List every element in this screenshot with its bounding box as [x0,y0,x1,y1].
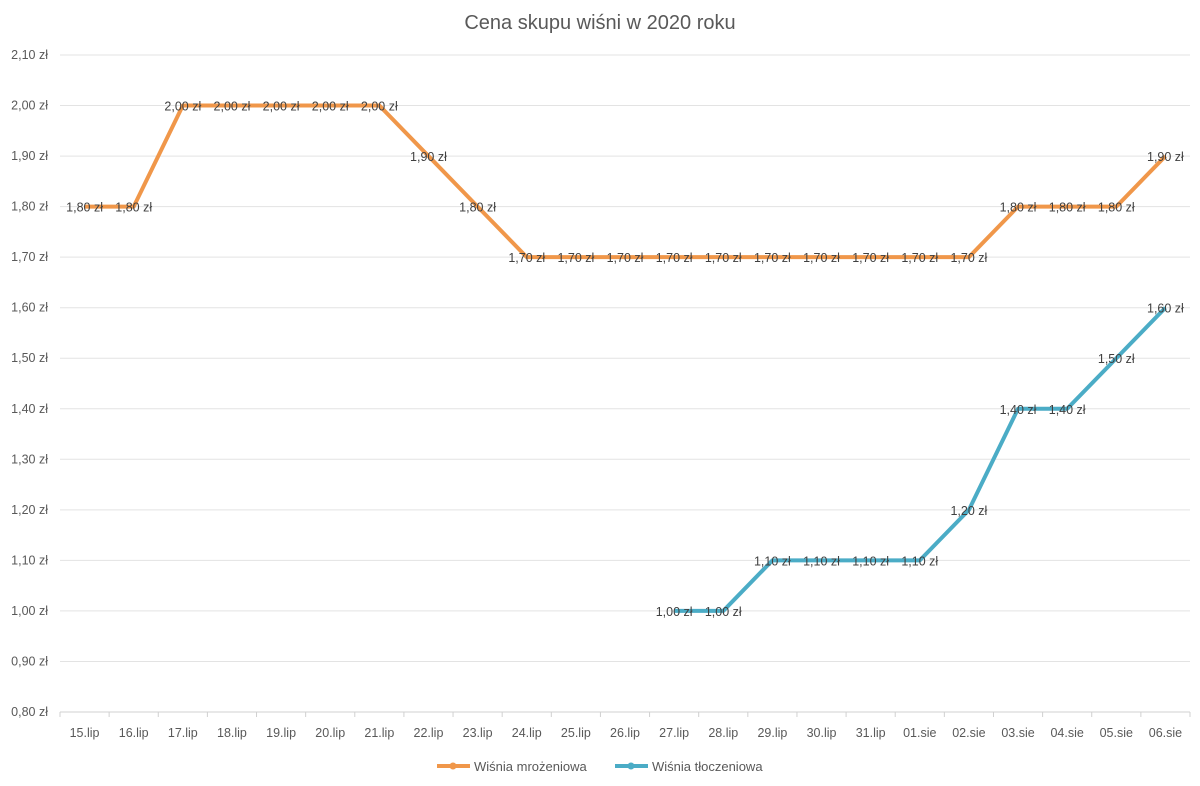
data-label: 1,70 zł [508,251,545,265]
y-tick-label: 1,10 zł [11,553,48,567]
x-tick-label: 31.lip [856,726,886,740]
x-tick-label: 01.sie [903,726,936,740]
data-label: 1,00 zł [656,605,693,619]
y-tick-label: 1,20 zł [11,503,48,517]
x-tick-label: 23.lip [463,726,493,740]
data-label: 1,00 zł [705,605,742,619]
x-tick-label: 05.sie [1100,726,1133,740]
y-tick-label: 0,80 zł [11,705,48,719]
data-label: 2,00 zł [164,100,201,114]
x-tick-label: 28.lip [708,726,738,740]
data-label: 2,00 zł [263,100,300,114]
data-label: 1,10 zł [901,554,938,568]
data-label: 1,40 zł [1049,403,1086,417]
legend-label: Wiśnia tłoczeniowa [652,759,763,774]
data-label: 1,70 zł [950,251,987,265]
data-label: 1,70 zł [803,251,840,265]
y-tick-label: 1,70 zł [11,250,48,264]
series-line-1 [84,103,1167,260]
x-tick-label: 27.lip [659,726,689,740]
data-label: 1,80 zł [66,201,103,215]
data-label: 1,10 zł [852,554,889,568]
y-tick-label: 1,50 zł [11,351,48,365]
legend-marker [449,762,457,770]
data-label: 1,80 zł [459,201,496,215]
data-label: 1,70 zł [852,251,889,265]
legend-label: Wiśnia mrożeniowa [474,759,587,774]
data-label: 1,40 zł [1000,403,1037,417]
data-label: 2,00 zł [312,100,349,114]
data-label: 1,10 zł [803,554,840,568]
x-tick-label: 17.lip [168,726,198,740]
data-label: 2,00 zł [214,100,251,114]
data-label: 1,90 zł [410,150,447,164]
data-label: 1,80 zł [1000,201,1037,215]
x-tick-label: 22.lip [414,726,444,740]
x-tick-label: 18.lip [217,726,247,740]
y-tick-label: 1,30 zł [11,452,48,466]
series-line-2 [674,306,1167,613]
data-label: 1,70 zł [705,251,742,265]
x-tick-label: 15.lip [70,726,100,740]
x-tick-label: 30.lip [807,726,837,740]
y-tick-label: 1,00 zł [11,604,48,618]
data-label: 1,70 zł [557,251,594,265]
y-tick-label: 1,40 zł [11,402,48,416]
x-tick-label: 03.sie [1001,726,1034,740]
y-tick-label: 1,60 zł [11,301,48,315]
data-label: 1,70 zł [607,251,644,265]
x-tick-label: 16.lip [119,726,149,740]
data-label: 1,80 zł [115,201,152,215]
data-label: 1,20 zł [950,504,987,518]
data-label: 1,90 zł [1147,150,1184,164]
data-label: 1,50 zł [1098,352,1135,366]
x-tick-label: 06.sie [1149,726,1182,740]
x-tick-label: 21.lip [364,726,394,740]
x-tick-label: 19.lip [266,726,296,740]
data-label: 2,00 zł [361,100,398,114]
data-label: 1,80 zł [1049,201,1086,215]
x-tick-label: 02.sie [952,726,985,740]
x-tick-label: 04.sie [1050,726,1083,740]
data-label: 1,80 zł [1098,201,1135,215]
y-tick-label: 1,90 zł [11,149,48,163]
x-tick-label: 26.lip [610,726,640,740]
data-label: 1,70 zł [754,251,791,265]
chart-title: Cena skupu wiśni w 2020 roku [464,12,735,34]
x-tick-label: 20.lip [315,726,345,740]
x-tick-label: 25.lip [561,726,591,740]
x-tick-label: 29.lip [757,726,787,740]
x-tick-label: 24.lip [512,726,542,740]
y-tick-label: 2,00 zł [11,99,48,113]
data-label: 1,70 zł [656,251,693,265]
y-tick-label: 2,10 zł [11,48,48,62]
y-tick-label: 1,80 zł [11,200,48,214]
data-label: 1,60 zł [1147,302,1184,316]
legend-marker [627,762,635,770]
data-label: 1,10 zł [754,554,791,568]
data-label: 1,70 zł [901,251,938,265]
y-tick-label: 0,90 zł [11,654,48,668]
